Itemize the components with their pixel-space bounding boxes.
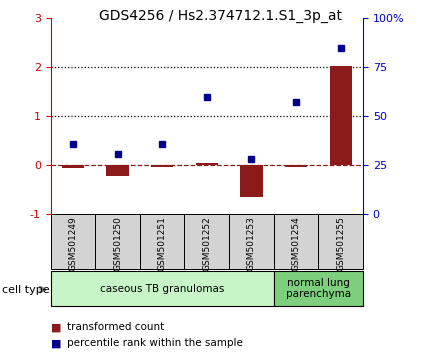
Bar	[240, 165, 263, 197]
Bar	[151, 165, 173, 167]
Text: ■: ■	[51, 338, 61, 348]
Bar	[274, 271, 363, 306]
Bar	[106, 165, 129, 176]
Text: GSM501254: GSM501254	[292, 216, 301, 270]
Text: GSM501252: GSM501252	[202, 216, 211, 270]
Bar	[330, 66, 352, 165]
Bar	[51, 271, 274, 306]
Text: percentile rank within the sample: percentile rank within the sample	[67, 338, 243, 348]
Bar	[285, 165, 307, 167]
Bar	[184, 214, 229, 269]
Text: GDS4256 / Hs2.374712.1.S1_3p_at: GDS4256 / Hs2.374712.1.S1_3p_at	[99, 9, 341, 23]
Bar	[62, 165, 84, 169]
Text: GSM501255: GSM501255	[336, 216, 345, 271]
Bar	[140, 214, 184, 269]
Bar	[319, 214, 363, 269]
Text: GSM501253: GSM501253	[247, 216, 256, 271]
Bar	[196, 162, 218, 165]
Text: GSM501249: GSM501249	[68, 216, 77, 270]
Text: normal lung
parenchyma: normal lung parenchyma	[286, 278, 351, 299]
Text: GSM501251: GSM501251	[158, 216, 167, 271]
Text: caseous TB granulomas: caseous TB granulomas	[100, 284, 224, 293]
Bar	[274, 214, 319, 269]
Text: GSM501250: GSM501250	[113, 216, 122, 271]
Bar	[51, 214, 95, 269]
Text: ■: ■	[51, 322, 61, 332]
Text: transformed count: transformed count	[67, 322, 165, 332]
Text: cell type: cell type	[2, 285, 50, 295]
Bar	[95, 214, 140, 269]
Bar	[229, 214, 274, 269]
